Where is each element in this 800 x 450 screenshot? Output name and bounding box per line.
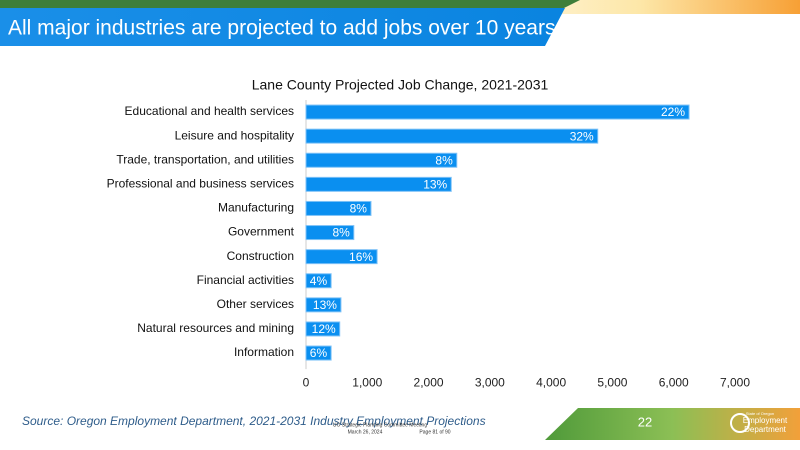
chart-title: Lane County Projected Job Change, 2021-2…: [252, 77, 549, 93]
y-tick-label: Leisure and hospitality: [175, 128, 294, 142]
bar-label: 6%: [310, 346, 328, 360]
bar-label: 12%: [312, 322, 336, 336]
x-tick-label: 2,000: [414, 375, 444, 389]
y-tick-label: Trade, transportation, and utilities: [116, 152, 294, 166]
source: Source: Oregon Employment Department, 20…: [22, 414, 486, 428]
bar-label: 8%: [435, 153, 453, 167]
bar: [305, 128, 599, 144]
logo-line1: Employment: [743, 416, 788, 425]
bar: [305, 225, 355, 241]
logo-mark: [730, 413, 750, 433]
meeting: UO Strategic Planning Committee Meeting: [333, 422, 427, 428]
bar-label: 8%: [332, 226, 350, 240]
bar-label: 4%: [310, 274, 328, 288]
bar-label: 16%: [349, 250, 373, 264]
y-tick-label: Information: [234, 345, 294, 359]
slide-number: 22: [638, 414, 652, 429]
bar: [305, 321, 341, 337]
date: March 26, 2024: [348, 429, 383, 435]
y-tick-label: Manufacturing: [218, 201, 294, 215]
bar-label: 32%: [570, 129, 594, 143]
x-tick-label: 3,000: [475, 375, 505, 389]
y-tick-label: Government: [228, 225, 295, 239]
x-tick-label: 5,000: [597, 375, 627, 389]
bar-label: 22%: [661, 105, 685, 119]
bar: [305, 104, 690, 120]
y-tick-label: Other services: [217, 297, 294, 311]
bar: [305, 152, 458, 168]
bar-label: 13%: [423, 178, 447, 192]
logo-small: State of Oregon: [746, 411, 774, 416]
y-tick-label: Educational and health services: [125, 104, 294, 118]
x-tick-label: 6,000: [659, 375, 689, 389]
bar: [305, 176, 452, 192]
bar: [305, 249, 378, 265]
x-tick-label: 1,000: [352, 375, 382, 389]
bar-label: 8%: [350, 202, 368, 216]
bar-label: 13%: [313, 298, 337, 312]
y-tick-label: Professional and business services: [107, 177, 294, 191]
logo-line2: Department: [744, 425, 787, 434]
x-tick-label: 7,000: [720, 375, 750, 389]
bar: [305, 345, 332, 361]
bar: [305, 200, 372, 216]
page: Page 81 of 90: [419, 429, 450, 435]
x-tick-label: 4,000: [536, 375, 566, 389]
x-tick-label: 0: [303, 375, 310, 389]
header-title: All major industries are projected to ad…: [8, 17, 555, 40]
y-tick-label: Construction: [227, 249, 294, 263]
header-banner: [0, 8, 565, 46]
y-tick-label: Financial activities: [197, 273, 294, 287]
y-tick-label: Natural resources and mining: [137, 321, 294, 335]
bar: [305, 273, 332, 289]
bar: [305, 297, 342, 313]
